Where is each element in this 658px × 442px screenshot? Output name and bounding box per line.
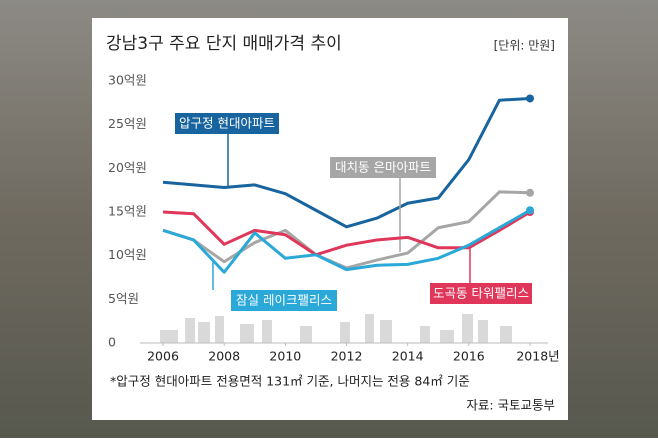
y-tick-label: 15억원 <box>108 204 147 219</box>
legend-label: 압구정 현대아파트 <box>179 116 275 131</box>
legend-label: 도곡동 타워팰리스 <box>433 286 529 301</box>
series-line <box>162 190 531 270</box>
chart-title: 강남3구 주요 단지 매매가격 추이 <box>106 34 342 54</box>
legend-box <box>330 157 436 178</box>
legend-label: 대치동 은마아파트 <box>335 160 431 175</box>
x-tick-label: 2006 <box>147 349 179 364</box>
x-tick-label: 2018년 <box>516 349 559 364</box>
unit-note: [단위: 만원] <box>494 39 555 53</box>
end-dot <box>526 94 534 103</box>
legend-box <box>175 113 279 134</box>
series-line <box>162 210 531 257</box>
end-dot <box>526 206 534 215</box>
y-tick-label: 10억원 <box>108 247 147 262</box>
x-tick-label: 2010 <box>269 349 301 364</box>
x-tick-label: 2012 <box>331 349 363 364</box>
x-tick-label: 2008 <box>208 349 240 364</box>
series-line <box>162 208 531 274</box>
y-tick-label: 0 <box>108 335 116 350</box>
series-line <box>162 96 531 229</box>
source: 자료: 국토교통부 <box>466 398 555 413</box>
end-dot <box>526 188 534 197</box>
skyline <box>160 314 512 343</box>
legend-label: 잠실 레이크팰리스 <box>236 293 332 308</box>
x-tick-label: 2014 <box>392 349 424 364</box>
x-tick-label: 2016 <box>453 349 485 364</box>
legend-box <box>231 290 337 311</box>
y-tick-label: 20억원 <box>108 160 147 175</box>
footnote: *압구정 현대아파트 전용면적 131㎡ 기준, 나머지는 전용 84㎡ 기준 <box>110 374 470 389</box>
y-tick-label: 30억원 <box>108 73 147 88</box>
y-tick-label: 25억원 <box>108 116 147 131</box>
legend-box <box>430 283 532 304</box>
y-tick-label: 5억원 <box>108 291 139 306</box>
